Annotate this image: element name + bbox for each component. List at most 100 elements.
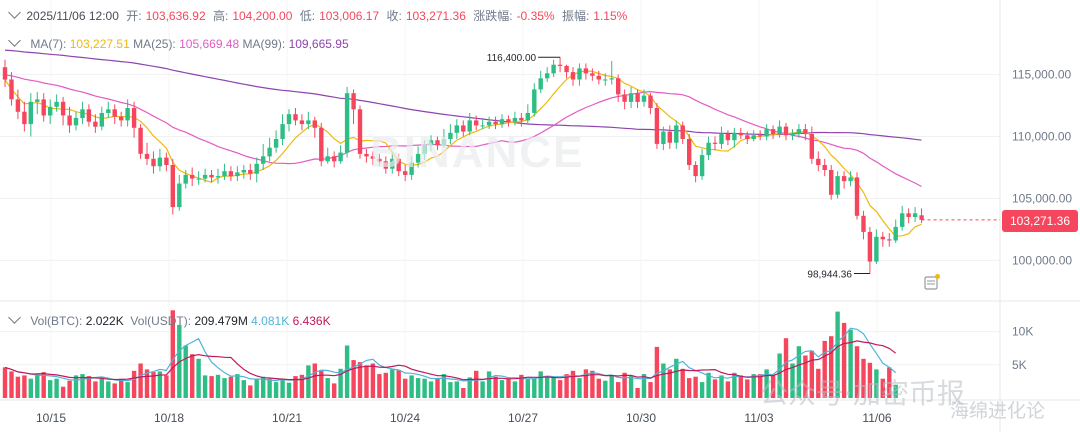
candle-up xyxy=(454,125,459,133)
time-tick-label: 10/21 xyxy=(272,411,302,425)
volume-bar-up xyxy=(48,380,53,398)
low-marker-label: 98,944.36 xyxy=(807,269,852,280)
candle-down xyxy=(228,171,234,177)
volume-bar-down xyxy=(93,381,98,398)
volume-bar-down xyxy=(170,310,175,398)
chevron-down-icon[interactable] xyxy=(8,311,21,324)
vol-usdt-value: 209.479M xyxy=(194,314,248,328)
candle-down xyxy=(596,75,601,80)
volume-bar-down xyxy=(596,378,601,398)
volume-bar-up xyxy=(306,365,311,398)
candle-down xyxy=(131,108,137,128)
candle-up xyxy=(222,171,227,177)
candle-down xyxy=(648,95,653,108)
volume-bar-down xyxy=(228,376,234,398)
candle-down xyxy=(86,109,92,122)
volume-bar-up xyxy=(719,375,724,398)
volume-bar-down xyxy=(841,322,847,398)
volume-bar-up xyxy=(848,329,853,398)
candle-up xyxy=(551,64,556,74)
candle-down xyxy=(293,114,298,121)
candle-down xyxy=(583,68,589,74)
candle-up xyxy=(480,125,485,127)
volume-bar-up xyxy=(764,369,769,398)
vol-ma2-value: 6.436K xyxy=(292,314,331,328)
volume-bar-up xyxy=(422,378,427,398)
candle-down xyxy=(712,142,718,144)
candle-up xyxy=(641,95,647,102)
candle-up xyxy=(99,113,104,127)
chevron-down-icon[interactable] xyxy=(8,34,21,47)
candle-up xyxy=(177,183,182,208)
volume-bar-down xyxy=(519,374,524,399)
candle-up xyxy=(893,226,898,241)
binance-watermark: BINANCE xyxy=(370,128,585,177)
volume-tick-label: 5K xyxy=(1012,358,1027,372)
volume-bar-down xyxy=(745,379,750,398)
candle-up xyxy=(422,145,427,154)
volume-bar-up xyxy=(545,376,550,398)
volume-bar-up xyxy=(202,375,208,398)
candle-down xyxy=(151,158,156,167)
candle-up xyxy=(409,162,414,175)
volume-bar-down xyxy=(164,375,169,398)
volume-bar-up xyxy=(538,371,543,398)
candle-datetime: 2025/11/06 12:00 xyxy=(26,9,119,23)
candle-up xyxy=(80,109,85,118)
time-tick-label: 10/24 xyxy=(390,411,420,425)
volume-bar-up xyxy=(196,358,201,398)
candle-down xyxy=(383,161,388,169)
volume-bar-down xyxy=(725,381,731,398)
candle-down xyxy=(112,109,117,117)
ohlc-legend: 2025/11/06 12:00 开: 103,636.92 高: 104,200.… xyxy=(8,6,631,24)
volume-bar-up xyxy=(486,371,492,398)
volume-tick-label: 10K xyxy=(1012,325,1033,339)
volume-bar-up xyxy=(628,375,634,398)
chevron-down-icon[interactable] xyxy=(8,6,21,19)
candle-down xyxy=(435,140,440,146)
candle-down xyxy=(745,135,750,139)
candle-up xyxy=(267,147,272,157)
volume-bar-down xyxy=(738,375,743,398)
amplitude-value: 1.15% xyxy=(593,9,628,23)
candle-up xyxy=(525,113,530,121)
candle-up xyxy=(196,178,201,180)
change-value: -0.35% xyxy=(516,9,555,23)
calendar-icon[interactable] xyxy=(924,274,940,290)
candle-up xyxy=(261,156,266,164)
candle-down xyxy=(919,215,924,220)
candle-down xyxy=(758,135,763,137)
high-marker-label: 116,400.00 xyxy=(487,53,537,64)
volume-bar-up xyxy=(732,372,737,398)
candle-up xyxy=(338,152,343,162)
candle-down xyxy=(622,94,627,102)
candle-down xyxy=(564,65,569,73)
time-tick-label: 11/06 xyxy=(862,411,891,425)
volume-bar-up xyxy=(267,378,272,398)
candle-down xyxy=(880,236,885,240)
candle-up xyxy=(545,73,550,79)
candle-up xyxy=(241,170,246,173)
candle-up xyxy=(35,99,40,102)
candle-down xyxy=(616,78,621,95)
candle-down xyxy=(396,158,401,172)
candle-up xyxy=(157,157,163,167)
candle-down xyxy=(461,125,466,132)
candle-down xyxy=(822,165,827,170)
volume-bar-down xyxy=(667,369,672,398)
volume-bar-up xyxy=(441,374,447,398)
volume-bar-up xyxy=(286,382,292,398)
volume-bar-up xyxy=(699,382,705,398)
volume-bar-down xyxy=(67,380,72,398)
volume-bar-up xyxy=(706,372,711,398)
candle-up xyxy=(764,129,769,137)
candle-up xyxy=(428,140,434,146)
volume-bar-down xyxy=(364,365,369,398)
close-label: 收: xyxy=(386,9,402,23)
candle-down xyxy=(377,158,382,162)
candle-down xyxy=(590,73,595,76)
candle-down xyxy=(248,170,253,174)
low-label: 低: xyxy=(299,9,316,23)
